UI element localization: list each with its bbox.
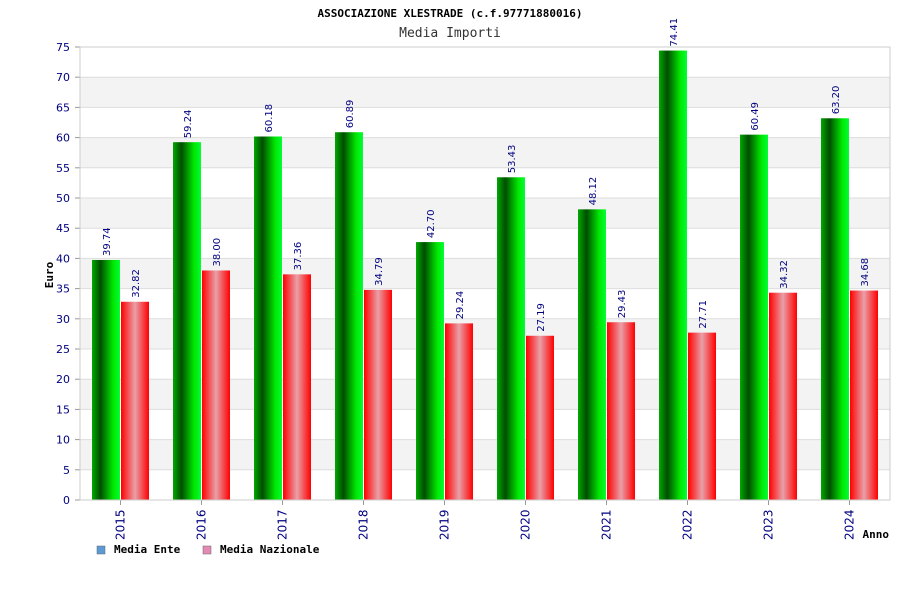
legend-label: Media Nazionale — [220, 543, 320, 556]
bar-media-nazionale — [445, 323, 473, 500]
chart-title: ASSOCIAZIONE XLESTRADE (c.f.97771880016) — [318, 7, 583, 20]
plot-band — [80, 107, 890, 138]
y-tick-label: 45 — [56, 222, 70, 235]
bar-media-ente — [821, 118, 849, 500]
bar-value-label: 34.32 — [779, 260, 790, 289]
legend-label: Media Ente — [114, 543, 181, 556]
bar-value-label: 29.43 — [617, 290, 628, 319]
plot-frame — [79, 46, 891, 501]
bar-media-nazionale — [283, 274, 311, 500]
plot-band — [80, 258, 890, 289]
y-tick-label: 65 — [56, 101, 70, 114]
legend-swatch — [202, 545, 212, 555]
y-tick-label: 70 — [56, 71, 70, 84]
value-labels: 39.74 32.82 59.24 38.00 60.18 37.36 60.89 34.79… — [102, 18, 871, 332]
plot-band — [80, 288, 890, 319]
bar-media-ente — [497, 177, 525, 500]
bar-media-nazionale — [769, 292, 797, 500]
y-tick-label: 25 — [56, 343, 70, 356]
bar-media-nazionale — [202, 270, 230, 500]
bar-value-label: 60.89 — [345, 100, 356, 129]
legend: Media Ente Media Nazionale — [96, 543, 320, 556]
y-tick-label: 55 — [56, 162, 70, 175]
bar-media-nazionale — [688, 332, 716, 500]
bar-value-label: 60.49 — [750, 102, 761, 131]
bar-value-label: 48.12 — [588, 177, 599, 206]
y-tick-label: 50 — [56, 192, 70, 205]
x-axis-label: Anno — [863, 528, 890, 541]
plot-band — [80, 137, 890, 168]
plot-band — [80, 349, 890, 380]
y-tick-label: 35 — [56, 283, 70, 296]
legend-swatch — [96, 545, 106, 555]
bar-value-label: 59.24 — [183, 110, 194, 139]
x-tick-label: 2017 — [276, 509, 290, 540]
y-tick-label: 40 — [56, 252, 70, 265]
chart-subtitle: Media Importi — [399, 26, 501, 41]
plot-band — [80, 439, 890, 470]
bar-value-label: 42.70 — [426, 209, 437, 238]
bar-value-label: 29.24 — [455, 291, 466, 320]
bar-value-label: 53.43 — [507, 145, 518, 174]
bar-media-ente — [173, 142, 201, 500]
y-tick-label: 20 — [56, 373, 70, 386]
bar-media-ente — [659, 50, 687, 500]
y-tick-label: 15 — [56, 403, 70, 416]
plot-band — [80, 379, 890, 410]
x-axis-ticks: 2015 2016 2017 2018 2019 2020 2021 2022 2023 2024 — [114, 500, 857, 540]
bar-media-ente — [254, 136, 282, 500]
bar-media-ente — [335, 132, 363, 500]
bar-media-nazionale — [364, 289, 392, 500]
bars — [92, 50, 878, 501]
bar-media-ente — [92, 259, 120, 500]
bar-value-label: 37.36 — [293, 242, 304, 271]
plot-band — [80, 409, 890, 440]
bar-value-label: 34.79 — [374, 257, 385, 286]
x-tick-label: 2019 — [438, 509, 452, 540]
bar-value-label: 74.41 — [669, 18, 680, 47]
bar-value-label: 27.71 — [698, 300, 709, 329]
plot-background — [80, 47, 890, 500]
x-tick-label: 2023 — [762, 509, 776, 540]
bar-value-label: 39.74 — [102, 227, 113, 256]
bar-value-label: 32.82 — [131, 269, 142, 298]
bar-value-label: 63.20 — [831, 86, 842, 115]
y-tick-label: 30 — [56, 313, 70, 326]
bar-media-ente — [740, 134, 768, 501]
plot-band — [80, 167, 890, 198]
bar-value-label: 60.18 — [264, 104, 275, 133]
plot-band — [80, 77, 890, 108]
bar-value-label: 27.19 — [536, 303, 547, 332]
plot-band — [80, 198, 890, 229]
plot-band — [80, 318, 890, 349]
x-tick-label: 2021 — [600, 509, 614, 540]
bar-media-nazionale — [607, 322, 635, 500]
x-tick-label: 2020 — [519, 509, 533, 540]
bar-media-nazionale — [850, 290, 878, 500]
x-tick-label: 2015 — [114, 509, 128, 540]
x-tick-label: 2016 — [195, 509, 209, 540]
y-tick-label: 0 — [63, 494, 70, 507]
y-tick-label: 60 — [56, 132, 70, 145]
bar-media-ente — [578, 209, 606, 500]
y-axis-label: Euro — [43, 261, 56, 288]
x-tick-label: 2024 — [843, 509, 857, 540]
plot-band — [80, 469, 890, 500]
y-tick-label: 75 — [56, 41, 70, 54]
x-tick-label: 2022 — [681, 509, 695, 540]
bar-value-label: 38.00 — [212, 238, 223, 267]
bar-media-nazionale — [121, 301, 149, 500]
bar-media-nazionale — [526, 335, 554, 500]
plot-band — [80, 228, 890, 259]
bar-value-label: 34.68 — [860, 258, 871, 287]
y-tick-label: 5 — [63, 464, 70, 477]
bar-media-ente — [416, 242, 444, 501]
x-tick-label: 2018 — [357, 509, 371, 540]
plot-band — [80, 47, 890, 78]
y-tick-label: 10 — [56, 434, 70, 447]
y-axis-ticks: 0 5 10 15 20 25 30 35 40 45 50 55 60 65 70 75 — [56, 41, 80, 507]
